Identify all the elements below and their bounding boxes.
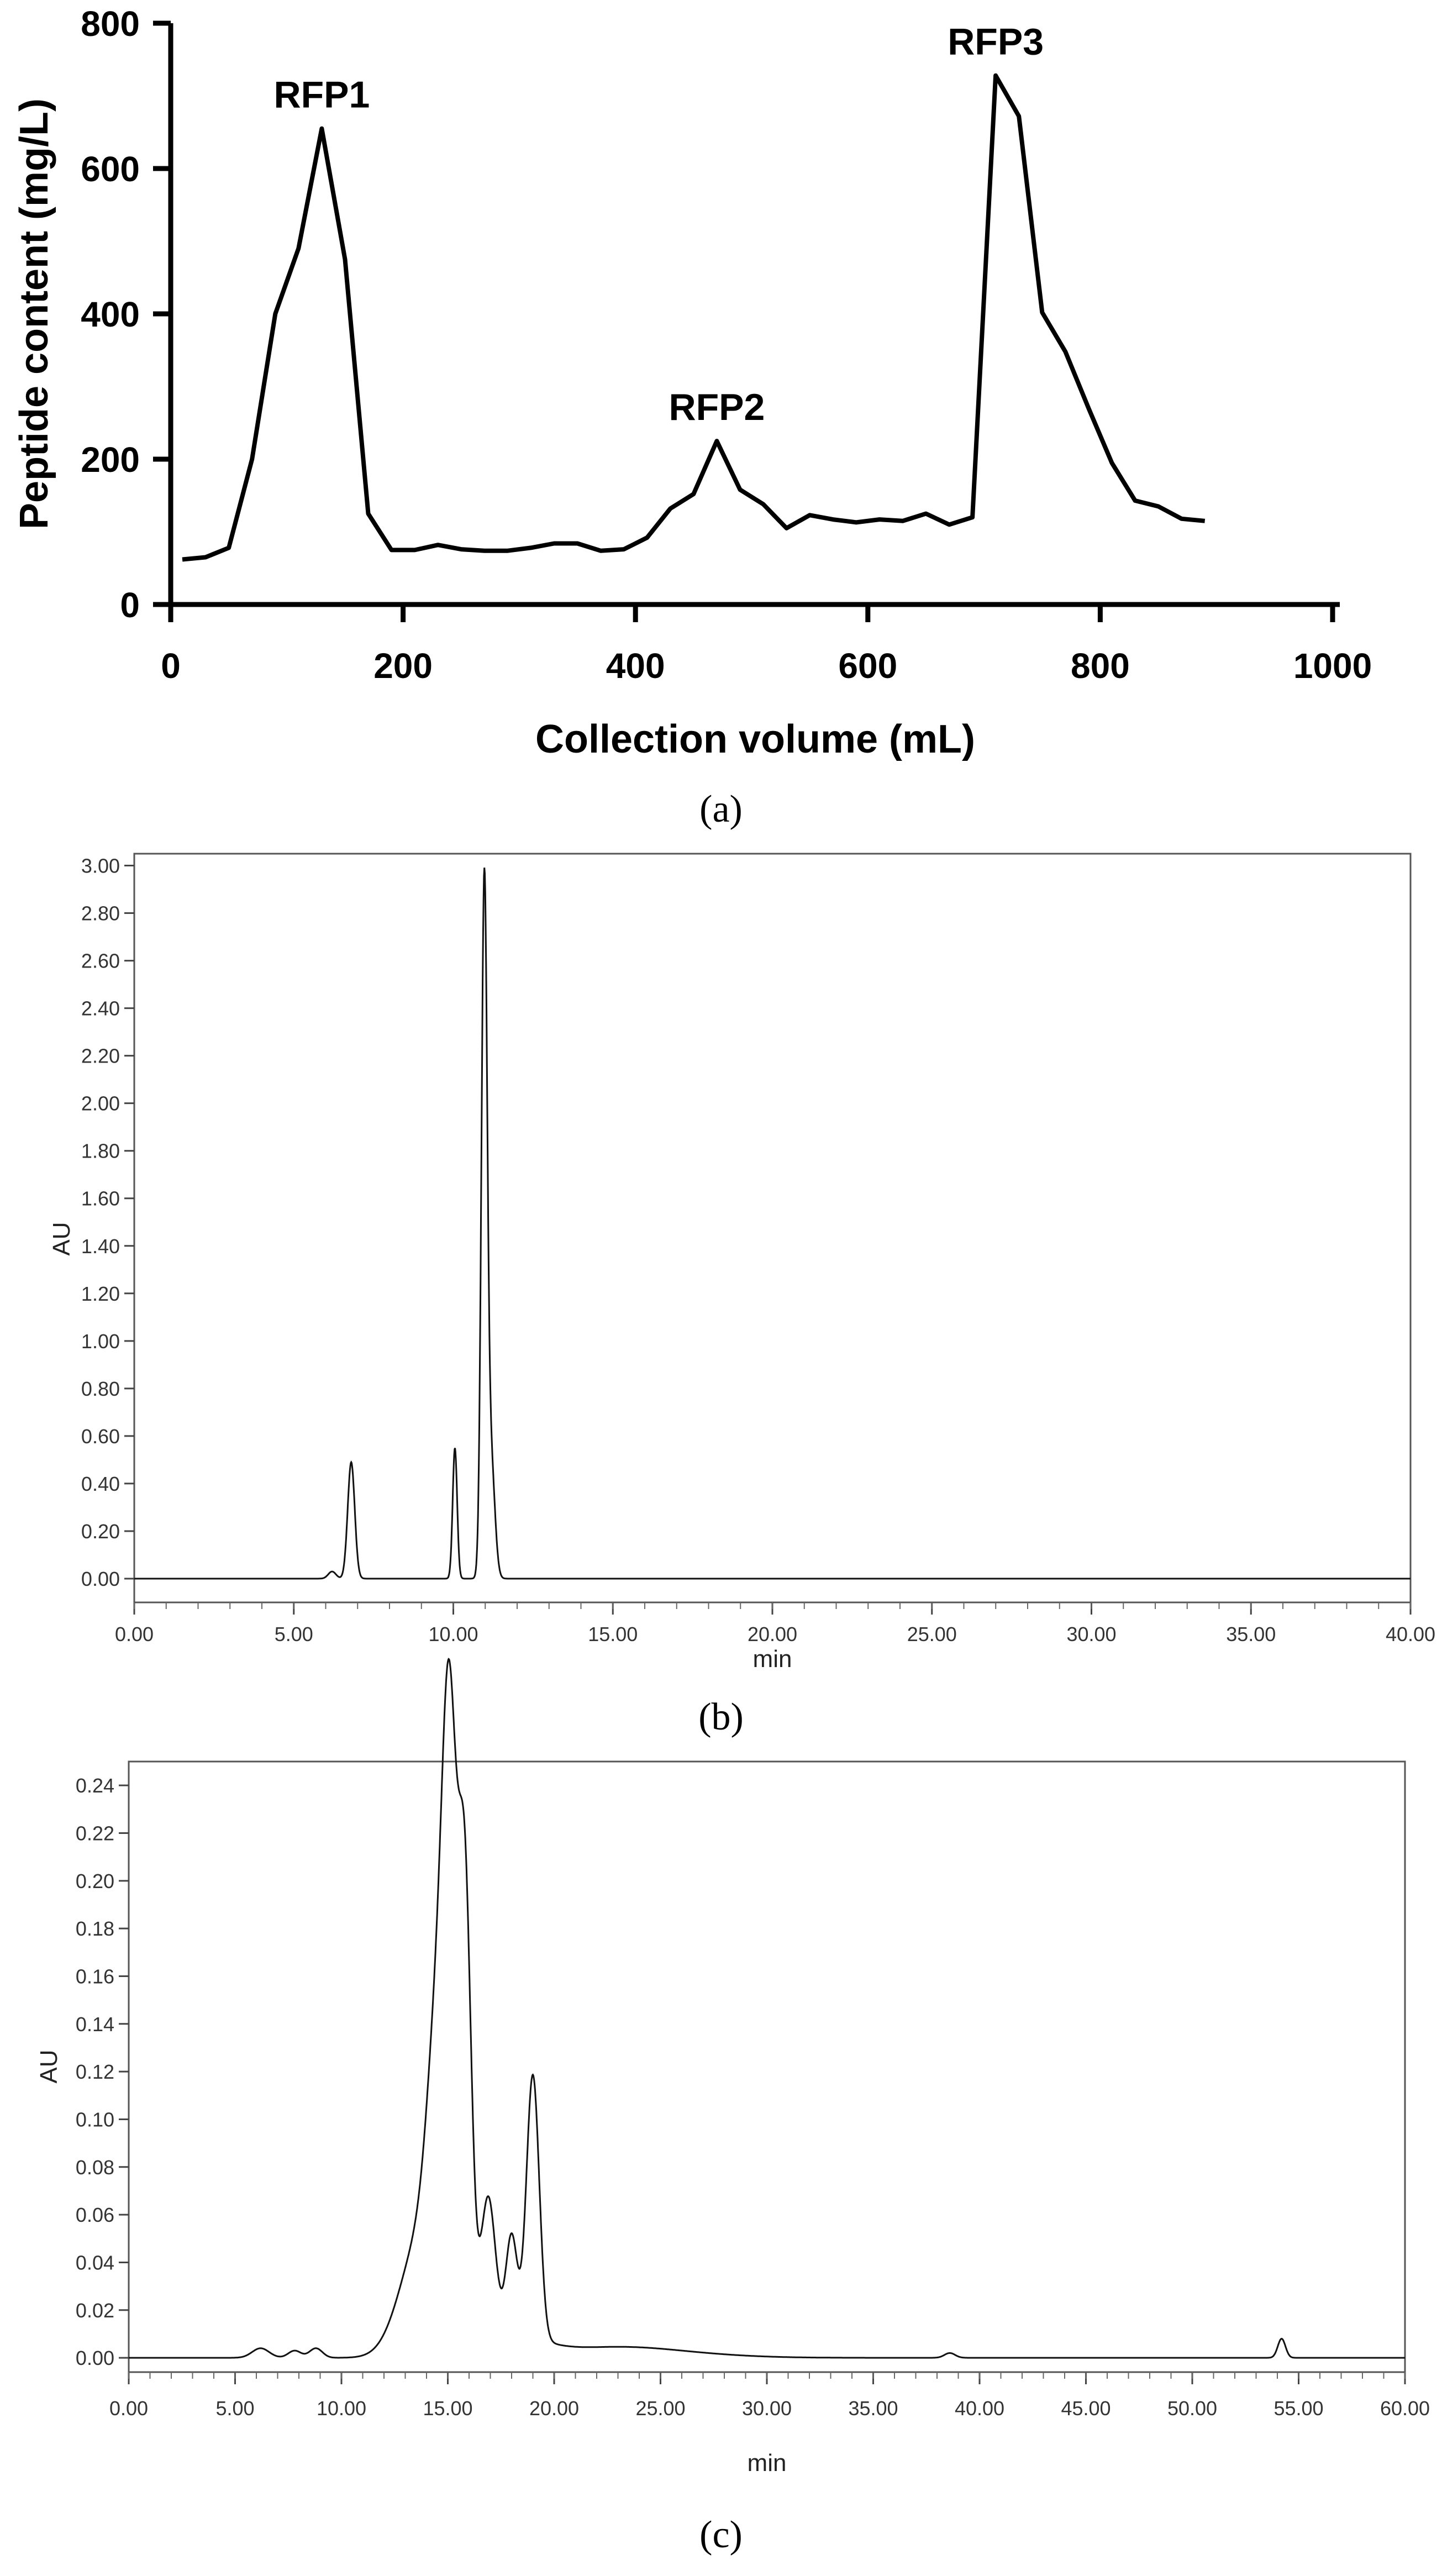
panel-a-y-tick-label: 400 [81, 295, 140, 334]
panel-c-x-tick-label: 15.00 [423, 2397, 472, 2420]
panel-b-x-tick-label: 25.00 [907, 1623, 957, 1646]
panel-c-x-tick-label: 50.00 [1167, 2397, 1217, 2420]
panel-b-x-tick-label: 20.00 [748, 1623, 797, 1646]
panel-b-y-tick-label: 1.20 [81, 1282, 120, 1305]
panel-b-y-tick-label: 1.40 [81, 1235, 120, 1258]
panel-a-peak-annotation: RFP3 [948, 21, 1044, 63]
panel-a-x-tick-label: 1000 [1293, 646, 1372, 686]
panel-c-y-tick-label: 0.20 [76, 1870, 114, 1892]
panel-a-x-tick-label: 200 [373, 646, 433, 686]
panel-b-x-tick-label: 5.00 [275, 1623, 313, 1646]
panel-c-y-tick-label: 0.14 [76, 2013, 114, 2036]
panel-c-y-axis-label: AU [35, 2049, 62, 2083]
panel-a-peak-annotation: RFP1 [273, 74, 370, 116]
panel-c-x-tick-label: 25.00 [635, 2397, 685, 2420]
panel-c-y-tick-label: 0.18 [76, 1917, 114, 1940]
panel-a-peak-annotation: RFP2 [669, 386, 765, 428]
panel-b-y-tick-label: 2.40 [81, 997, 120, 1020]
panel-c-x-tick-label: 55.00 [1273, 2397, 1323, 2420]
panel-c-y-tick-label: 0.08 [76, 2156, 114, 2179]
panel-c-x-tick-label: 40.00 [955, 2397, 1004, 2420]
panel-c-caption: (c) [699, 2514, 743, 2556]
panel-a-y-tick-label: 800 [81, 4, 140, 44]
panel-a-chart: 0 200 400 600 800 1000 0 200 400 600 800 RFP1 RFP2… [12, 4, 1372, 830]
panel-c-y-tick-label: 0.22 [76, 1822, 114, 1844]
panel-b-x-tick-label: 30.00 [1066, 1623, 1116, 1646]
panel-b-y-tick-label: 1.00 [81, 1330, 120, 1353]
panel-c-x-tick-label: 0.00 [109, 2397, 148, 2420]
panel-c-y-tick-label: 0.00 [76, 2347, 114, 2369]
panel-c-x-tick-label: 5.00 [215, 2397, 254, 2420]
panel-b-y-tick-label: 0.80 [81, 1378, 120, 1400]
panel-b-x-tick-label: 35.00 [1226, 1623, 1276, 1646]
panel-b-y-tick-label: 2.80 [81, 902, 120, 925]
panel-a-x-axis-label: Collection volume (mL) [535, 717, 975, 761]
panel-c-y-tick-label: 0.06 [76, 2204, 114, 2226]
figure: 0 200 400 600 800 1000 0 200 400 600 800 RFP1 RFP2… [0, 0, 1442, 2576]
panel-c-chart: 0.00 5.00 10.00 15.00 20.00 25.00 30.00 35.00 40… [35, 1659, 1430, 2556]
panel-b-x-tick-label: 15.00 [588, 1623, 638, 1646]
panel-b-caption: (b) [698, 1696, 744, 1738]
panel-a-series-line [182, 76, 1205, 560]
panel-a-x-tick-label: 0 [161, 646, 181, 686]
panel-b-chart: 0.00 5.00 10.00 15.00 20.00 25.00 30.00 35.00 40… [48, 854, 1435, 1738]
panel-b-y-tick-label: 2.20 [81, 1045, 120, 1068]
panel-c-y-tick-label: 0.04 [76, 2251, 114, 2274]
panel-b-y-axis-label: AU [48, 1222, 75, 1255]
panel-a-y-axis-label: Peptide content (mg/L) [12, 98, 56, 529]
panel-b-y-tick-label: 1.60 [81, 1187, 120, 1210]
panel-a-x-tick-label: 400 [606, 646, 665, 686]
panel-c-y-tick-label: 0.24 [76, 1774, 114, 1797]
panel-c-plot-frame [129, 1762, 1405, 2372]
panel-b-y-tick-label: 3.00 [81, 855, 120, 877]
panel-b-x-tick-label: 10.00 [428, 1623, 478, 1646]
panel-b-x-tick-label: 40.00 [1386, 1623, 1435, 1646]
panel-c-x-tick-label: 45.00 [1061, 2397, 1111, 2420]
panel-c-y-tick-label: 0.02 [76, 2299, 114, 2322]
panel-b-y-tick-label: 0.00 [81, 1568, 120, 1590]
panel-b-y-tick-label: 0.20 [81, 1520, 120, 1543]
panel-b-x-axis-label: min [753, 1646, 792, 1673]
panel-b-y-tick-label: 2.00 [81, 1092, 120, 1115]
panel-a-x-tick-label: 800 [1071, 646, 1130, 686]
panel-c-x-tick-label: 60.00 [1380, 2397, 1430, 2420]
panel-b-y-tick-label: 1.80 [81, 1140, 120, 1163]
panel-b-x-tick-label: 0.00 [115, 1623, 154, 1646]
panel-a-y-tick-label: 200 [81, 440, 140, 480]
panel-a-y-tick-label: 0 [120, 585, 140, 625]
panel-c-x-tick-label: 10.00 [317, 2397, 366, 2420]
panel-b-plot-frame [134, 854, 1411, 1602]
panel-c-x-tick-label: 35.00 [848, 2397, 898, 2420]
panel-a-x-tick-label: 600 [838, 646, 897, 686]
panel-c-x-axis-label: min [748, 2449, 787, 2477]
panel-b-y-tick-label: 0.60 [81, 1425, 120, 1448]
panel-b-y-tick-label: 0.40 [81, 1473, 120, 1495]
panel-c-x-tick-label: 30.00 [742, 2397, 792, 2420]
panel-c-y-tick-label: 0.10 [76, 2108, 114, 2131]
panel-c-y-tick-label: 0.16 [76, 1965, 114, 1988]
panel-c-x-tick-label: 20.00 [529, 2397, 579, 2420]
panel-a-y-tick-label: 600 [81, 149, 140, 189]
panel-b-chromatogram-line [134, 868, 1411, 1579]
panel-b-y-tick-label: 2.60 [81, 950, 120, 972]
panel-c-chromatogram-line [129, 1659, 1405, 2358]
panel-a-caption: (a) [699, 788, 743, 830]
panel-c-y-tick-label: 0.12 [76, 2060, 114, 2083]
